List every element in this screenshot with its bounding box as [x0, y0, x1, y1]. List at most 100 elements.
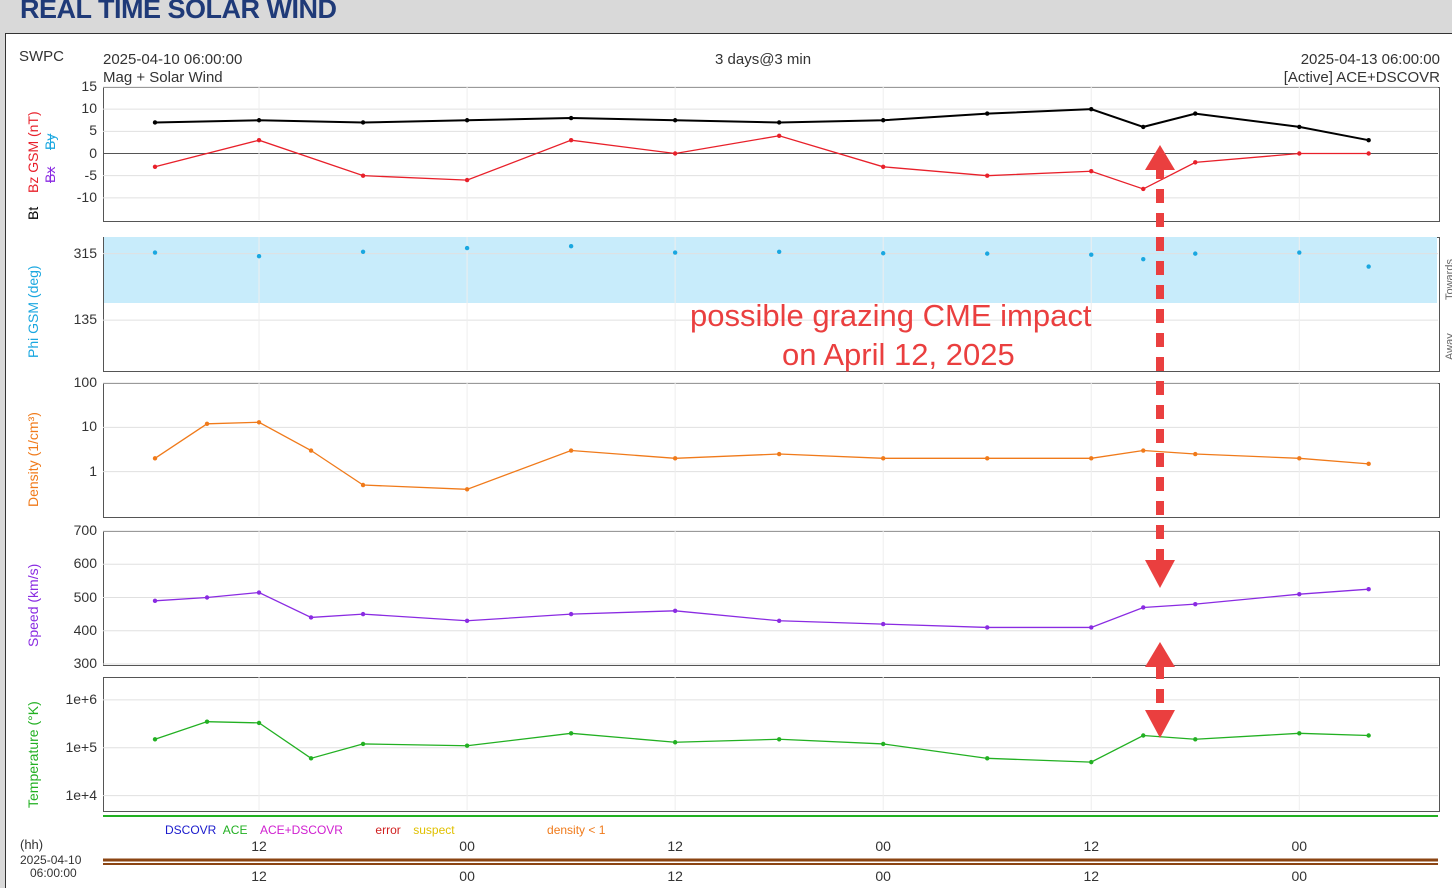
towards-band — [104, 237, 1437, 303]
data-point-temperature — [308, 756, 314, 761]
x-tick-label: 12 — [1083, 838, 1100, 854]
x-tick-label: 00 — [459, 868, 475, 884]
data-point-speed — [1193, 601, 1198, 607]
data-point-temperature — [1297, 731, 1302, 736]
y-tick-label: -10 — [76, 188, 97, 205]
y-tick-label: 400 — [73, 621, 97, 638]
annotation-arrow2-head-up — [1145, 642, 1175, 667]
data-point-density — [672, 456, 678, 461]
data-point-speed — [1297, 591, 1302, 597]
data-point-bt — [776, 120, 782, 125]
data-point-density — [568, 448, 574, 453]
x-tick-label: 12 — [667, 838, 683, 854]
series-line-bz-gsm — [154, 135, 1369, 190]
source-label: SWPC — [19, 48, 64, 65]
x-tick-label: 12 — [251, 838, 267, 854]
data-point-phi — [672, 250, 678, 255]
subtitle-right: [Active] ACE+DSCOVR — [1283, 69, 1440, 86]
data-point-temperature — [204, 719, 210, 724]
data-point-bz-gsm — [256, 138, 262, 143]
data-point-speed — [568, 611, 574, 617]
data-point-temperature — [1089, 759, 1094, 765]
data-point-density — [1297, 456, 1302, 461]
data-point-speed — [1089, 625, 1094, 630]
annotation-line2: on April 12, 2025 — [782, 337, 1015, 372]
data-point-bz-gsm — [672, 151, 678, 156]
data-point-temperature — [1193, 737, 1198, 742]
end-time: 2025-04-13 06:00:00 — [1300, 51, 1440, 68]
data-point-bt — [1366, 138, 1371, 143]
data-point-temperature — [776, 737, 782, 742]
annotation-arrow-head-up — [1145, 145, 1175, 170]
data-point-phi — [1297, 250, 1302, 255]
data-point-bt — [1193, 111, 1198, 116]
data-point-temperature — [672, 740, 678, 745]
data-point-bt — [1297, 124, 1302, 130]
y-tick-label: 1 — [89, 462, 97, 479]
y-tick-label: 10 — [81, 100, 97, 117]
data-point-density — [204, 421, 210, 427]
data-point-speed — [308, 615, 314, 620]
y-tick-label: 600 — [73, 555, 97, 572]
legend-error: error — [375, 823, 401, 837]
y-tick-label: 15 — [81, 78, 97, 94]
data-point-speed — [776, 618, 782, 623]
x-tick-label: 12 — [667, 868, 683, 884]
data-point-speed — [360, 611, 366, 617]
data-point-phi — [1089, 252, 1094, 257]
data-point-bt — [1089, 106, 1094, 112]
data-point-temperature — [568, 731, 574, 736]
y-tick-label: 0 — [89, 144, 97, 161]
data-point-bz-gsm — [776, 133, 782, 138]
x-tick-label: 00 — [875, 838, 891, 854]
data-point-temperature — [1366, 733, 1371, 738]
data-point-speed — [464, 618, 470, 623]
data-point-bt — [464, 118, 470, 123]
timeline-date: 2025-04-10 — [20, 853, 82, 867]
y-tick-label: 315 — [73, 244, 97, 261]
data-point-phi — [985, 251, 990, 256]
data-point-density — [1141, 448, 1146, 453]
data-point-speed — [672, 608, 678, 613]
annotation-line1: possible grazing CME impact — [690, 298, 1092, 333]
legend-dscovr: DSCOVR — [165, 823, 217, 837]
x-tick-label: 00 — [875, 868, 891, 884]
data-point-density — [985, 456, 990, 461]
x-tick-label: 00 — [1291, 838, 1308, 854]
data-point-speed — [985, 625, 990, 630]
data-point-phi — [464, 245, 470, 251]
legend: DSCOVR ACE ACE+DSCOVR error suspect dens… — [165, 821, 613, 839]
data-point-speed — [1366, 586, 1371, 592]
y-tick-label: 135 — [73, 311, 97, 328]
x-tick-label: 00 — [1291, 868, 1308, 884]
subtitle-left: Mag + Solar Wind — [103, 69, 223, 86]
data-point-density — [360, 482, 366, 488]
data-point-bz-gsm — [568, 138, 574, 143]
y-tick-label: 1e+6 — [65, 690, 97, 707]
data-point-density — [1089, 456, 1094, 461]
data-point-bz-gsm — [1089, 169, 1094, 174]
hh-label: (hh) — [20, 837, 44, 852]
data-point-bz-gsm — [1193, 160, 1198, 165]
data-point-phi — [1366, 264, 1371, 269]
data-point-phi — [360, 249, 366, 254]
series-line-bt — [154, 108, 1369, 142]
data-point-phi — [152, 250, 158, 255]
time-span: 3 days@3 min — [715, 51, 812, 68]
x-tick-label: 12 — [1083, 868, 1100, 884]
data-point-density — [1193, 451, 1198, 457]
data-point-density — [880, 456, 886, 461]
data-point-bz-gsm — [360, 173, 366, 178]
data-point-density — [1366, 461, 1371, 467]
data-point-temperature — [464, 743, 470, 748]
legend-ace-dscovr: ACE+DSCOVR — [259, 823, 343, 837]
data-point-phi — [256, 254, 262, 259]
data-point-temperature — [880, 741, 886, 747]
annotation-arrow-head-down — [1145, 560, 1175, 588]
y-tick-label: 100 — [73, 374, 97, 390]
y-tick-label: 5 — [89, 122, 97, 139]
data-point-phi — [1193, 251, 1198, 256]
legend-density: density < 1 — [547, 823, 606, 837]
y-tick-label: 1e+5 — [65, 738, 97, 755]
data-point-temperature — [1141, 733, 1146, 738]
